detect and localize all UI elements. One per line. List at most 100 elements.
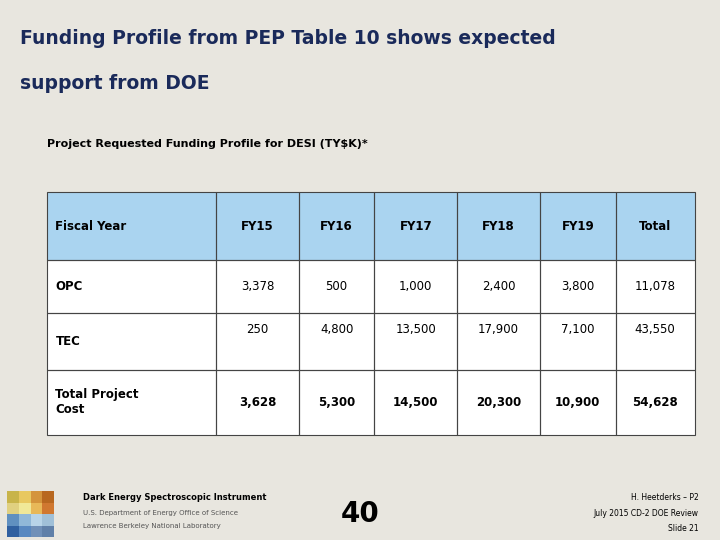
Bar (540, 260, 616, 313)
Bar (7, 526, 19, 537)
Bar (299, 370, 374, 435)
Bar (216, 192, 299, 260)
Text: 3,378: 3,378 (240, 280, 274, 293)
Text: 3,628: 3,628 (239, 396, 276, 409)
Bar (457, 192, 540, 260)
Bar (7, 514, 19, 526)
Text: 17,900: 17,900 (478, 323, 519, 336)
Text: FY19: FY19 (562, 220, 594, 233)
Bar (299, 370, 374, 435)
Text: 2,400: 2,400 (482, 280, 516, 293)
Bar (30, 503, 42, 514)
Text: Funding Profile from PEP Table 10 shows expected: Funding Profile from PEP Table 10 shows … (20, 29, 556, 48)
Text: FY17: FY17 (400, 220, 432, 233)
Text: 20,300: 20,300 (476, 396, 521, 409)
Text: 500: 500 (325, 280, 348, 293)
Bar (47, 192, 216, 260)
Bar (457, 260, 540, 313)
Bar (540, 370, 616, 435)
Bar (374, 192, 457, 260)
Bar (299, 260, 374, 313)
Bar (616, 370, 695, 435)
Bar (19, 491, 30, 503)
Bar (616, 192, 695, 260)
Bar (457, 192, 540, 260)
Bar (299, 192, 374, 260)
Bar (540, 370, 616, 435)
Bar (47, 370, 216, 435)
Text: 1,000: 1,000 (399, 280, 433, 293)
Text: 40: 40 (341, 500, 379, 528)
Bar (19, 503, 30, 514)
Text: 3,800: 3,800 (561, 280, 595, 293)
Bar (42, 503, 54, 514)
Bar (7, 503, 19, 514)
Bar (616, 313, 695, 370)
Text: Slide 21: Slide 21 (667, 524, 698, 532)
Bar (216, 192, 299, 260)
Text: 54,628: 54,628 (632, 396, 678, 409)
Bar (374, 260, 457, 313)
Bar (540, 260, 616, 313)
Bar (30, 491, 42, 503)
Text: support from DOE: support from DOE (20, 73, 210, 93)
Text: July 2015 CD-2 DOE Review: July 2015 CD-2 DOE Review (593, 509, 698, 517)
Bar (216, 260, 299, 313)
Bar (540, 313, 616, 370)
Bar (42, 491, 54, 503)
Text: OPC: OPC (55, 280, 83, 293)
Bar (540, 192, 616, 260)
Bar (19, 514, 30, 526)
Bar (216, 313, 299, 370)
Bar (47, 260, 216, 313)
Text: 5,300: 5,300 (318, 396, 355, 409)
Bar (374, 370, 457, 435)
Bar (540, 192, 616, 260)
Bar (616, 370, 695, 435)
Text: FY18: FY18 (482, 220, 515, 233)
Bar (47, 192, 216, 260)
Bar (216, 370, 299, 435)
Bar (457, 313, 540, 370)
Text: Fiscal Year: Fiscal Year (55, 220, 127, 233)
Bar (299, 313, 374, 370)
Bar (47, 260, 216, 313)
Bar (616, 192, 695, 260)
Bar (457, 370, 540, 435)
Text: H. Heetderks – P2: H. Heetderks – P2 (631, 494, 698, 502)
Bar (47, 313, 216, 370)
Text: Total Project
Cost: Total Project Cost (55, 388, 139, 416)
Bar (7, 491, 19, 503)
Text: Project Requested Funding Profile for DESI (TY$K)*: Project Requested Funding Profile for DE… (47, 139, 367, 149)
Text: Total: Total (639, 220, 671, 233)
Bar (299, 192, 374, 260)
Text: Lawrence Berkeley National Laboratory: Lawrence Berkeley National Laboratory (83, 523, 220, 529)
Bar (19, 526, 30, 537)
Text: 43,550: 43,550 (635, 323, 675, 336)
Text: 7,100: 7,100 (561, 323, 595, 336)
Bar (216, 370, 299, 435)
Bar (216, 313, 299, 370)
Text: TEC: TEC (55, 335, 81, 348)
Text: 14,500: 14,500 (393, 396, 438, 409)
Bar (299, 260, 374, 313)
Bar (616, 313, 695, 370)
Text: U.S. Department of Energy Office of Science: U.S. Department of Energy Office of Scie… (83, 510, 238, 516)
Bar (42, 514, 54, 526)
Text: 250: 250 (246, 323, 269, 336)
Bar (374, 192, 457, 260)
Bar (457, 260, 540, 313)
Bar (457, 370, 540, 435)
Bar (616, 260, 695, 313)
Text: FY15: FY15 (241, 220, 274, 233)
Text: 4,800: 4,800 (320, 323, 354, 336)
Text: 13,500: 13,500 (395, 323, 436, 336)
Bar (374, 313, 457, 370)
Bar (299, 313, 374, 370)
Bar (216, 260, 299, 313)
Text: 10,900: 10,900 (555, 396, 600, 409)
Bar (457, 313, 540, 370)
Bar (42, 526, 54, 537)
Text: 11,078: 11,078 (635, 280, 675, 293)
Bar (540, 313, 616, 370)
